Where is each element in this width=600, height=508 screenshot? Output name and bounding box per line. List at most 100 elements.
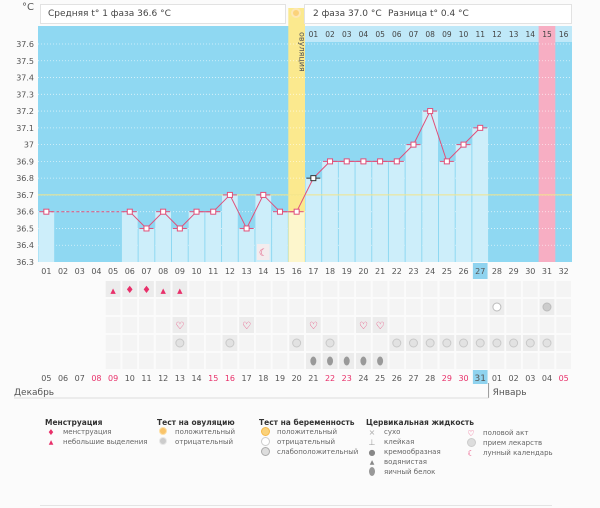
egg-white-icon [366,466,378,478]
pill-icon [465,437,477,449]
legend-item: прием лекарств [465,437,553,449]
icon-cell-active [105,281,121,297]
legend-cervical-fluid: Цервикальная жидкость × сухо ⊥ клейкая ● кр… [366,418,474,477]
ovulation-column [288,8,305,262]
icon-grid-cell [339,281,355,297]
temperature-bar [305,178,322,262]
temperature-bar [155,211,171,262]
pregnancy-weak-icon [542,302,552,312]
ovulation-label: овуляция [298,32,307,72]
icon-grid-cell [422,299,438,315]
calendar-date-label: 01 [492,374,502,383]
month-label-january: Январь [493,388,527,398]
x-tick-label: 01 [41,267,51,276]
pill-icon [392,338,402,348]
icon-grid-cell [306,335,321,351]
calendar-date-label: 29 [442,374,452,383]
temperature-marker [343,158,350,165]
icon-grid-cell [205,299,221,315]
temperature-bar [121,211,138,262]
calendar-date-label: 19 [275,374,285,383]
temperature-bar [372,161,388,262]
temperature-marker [193,208,200,215]
icon-grid-cell [289,353,304,369]
phase2-day-number: 08 [425,30,435,39]
icon-grid-cell [172,299,188,315]
icon-grid-cell [372,335,388,351]
icon-cell-active [372,317,388,333]
icon-grid-cell [522,353,538,369]
phase2-day-number: 10 [459,30,469,39]
egg-white-icon [343,356,350,366]
x-tick-label: 21 [375,267,385,276]
icon-grid-cell [406,317,421,333]
x-tick-label: 05 [108,267,118,276]
menstruation-drops-icon: ♦ [47,427,55,437]
y-tick-label: 36.3 [16,258,34,267]
icon-grid-cell [105,299,121,315]
icon-cell-active [122,281,138,297]
expected-period-column [538,26,556,262]
icon-grid-cell [406,281,421,297]
watery-icon: ▲ [369,458,375,466]
icon-cell-active [239,317,254,333]
x-tick-label: 03 [75,267,85,276]
small-discharge-icon: ▲ [110,287,116,295]
icon-grid-cell [122,299,138,315]
temperature-bar [238,228,255,262]
calendar-date-label: 02 [509,374,519,383]
calendar-date-label: 26 [392,374,402,383]
icon-grid-cell [189,353,204,369]
icon-grid-cell [306,299,321,315]
calendar-date-label: 05 [559,374,569,383]
pill-icon [425,338,435,348]
temperature-bar [138,228,155,262]
temperature-line-segment [429,110,448,162]
pregnancy-negative-icon [259,436,271,448]
temperature-marker [143,225,150,232]
icon-grid-cell [255,281,271,297]
x-tick-label: 28 [492,267,502,276]
temperature-bar [288,211,305,262]
icon-grid-cell [139,299,154,315]
y-tick-label: 36.7 [16,191,34,200]
phase2-day-number: 09 [442,30,452,39]
pill-icon [542,338,552,348]
temperature-bar [205,211,222,262]
phase2-day-number: 06 [392,30,402,39]
y-tick-label: 36.8 [16,174,34,183]
x-tick-label: 20 [358,267,368,276]
icon-grid-cell [322,317,338,333]
pill-icon [225,338,235,348]
temperature-marker [43,208,50,215]
y-tick-label: 37.6 [16,40,34,49]
sticky-icon: ⊥ [368,437,376,447]
icon-grid-cell [389,281,405,297]
ovulation-positive-icon [157,427,169,437]
legend-title: Менструация [45,418,103,427]
icon-grid-cell [105,317,121,333]
icon-grid-cell [205,317,221,333]
pregnancy-weak-icon [259,446,271,458]
legend-item: ▲ небольшие выделения [45,437,148,447]
icon-grid-cell [189,281,204,297]
calendar-date-label: 15 [208,374,218,383]
calendar-date-label: 17 [242,374,252,383]
calendar-date-label: 25 [375,374,385,383]
icon-grid-cell [222,317,238,333]
temperature-line-segment [229,194,248,229]
dry-icon: × [368,427,376,437]
icon-grid-cell [506,281,521,297]
icon-grid-cell [255,299,271,315]
pill-icon [442,338,452,348]
x-tick-label: 32 [559,267,569,276]
x-tick-label: 23 [408,267,418,276]
icon-grid-cell [122,317,138,333]
icon-cell-active [306,317,321,333]
icon-grid-cell [439,299,455,315]
phase2-day-number: 05 [375,30,385,39]
pregnancy-positive-icon [259,426,271,438]
icon-grid-cell [289,281,304,297]
temperature-marker [460,141,467,148]
phase1-average: Средняя t° 1 фаза 36.6 °C [48,9,171,19]
